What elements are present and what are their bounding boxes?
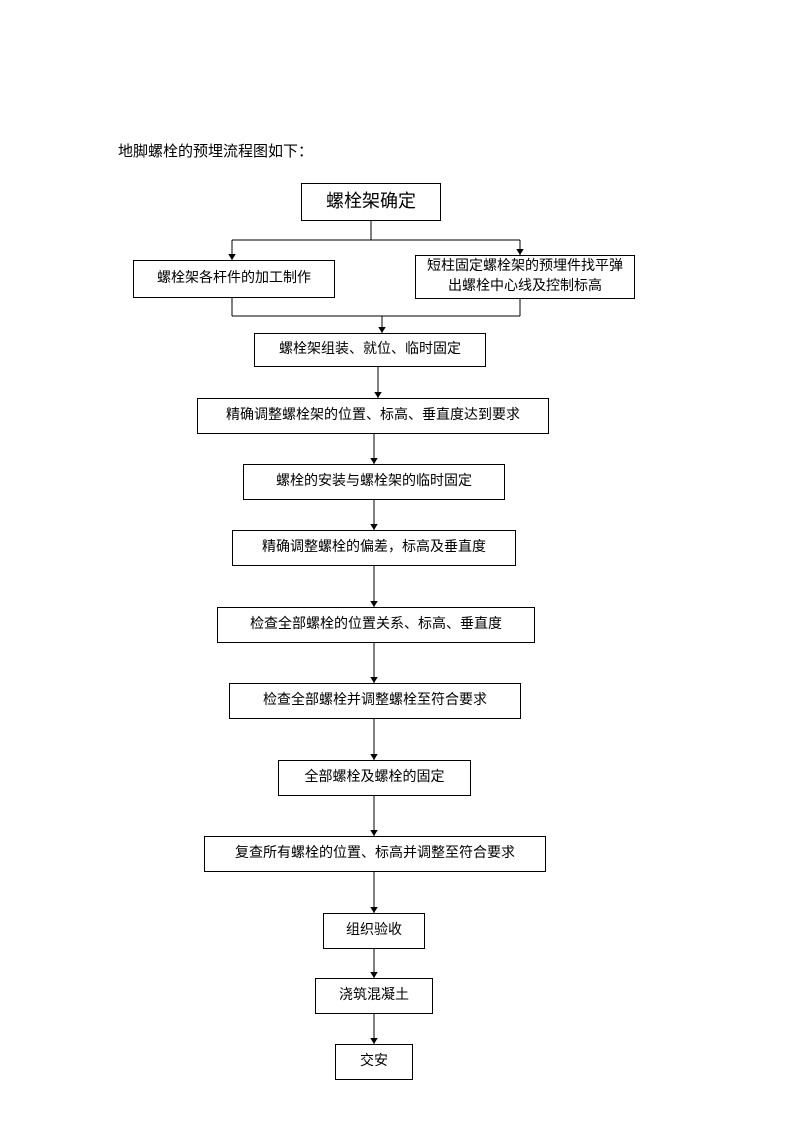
- flow-node-n12: 浇筑混凝土: [315, 978, 433, 1014]
- flow-node-n2: 短柱固定螺栓架的预埋件找平弹出螺栓中心线及控制标高: [415, 255, 635, 299]
- flow-node-n8: 检查全部螺栓并调整螺栓至符合要求: [229, 683, 521, 719]
- flow-node-n6: 精确调整螺栓的偏差，标高及垂直度: [232, 530, 516, 566]
- flow-node-n11: 组织验收: [323, 913, 425, 949]
- flow-node-n10: 复查所有螺栓的位置、标高并调整至符合要求: [204, 836, 546, 872]
- flowchart-container: 地脚螺栓的预埋流程图如下： 螺栓架确定螺栓架各杆件的加工制作短柱固定螺栓架的预埋…: [0, 0, 800, 1132]
- flow-node-n4: 精确调整螺栓架的位置、标高、垂直度达到要求: [197, 398, 549, 434]
- flow-node-n9: 全部螺栓及螺栓的固定: [278, 760, 471, 796]
- flow-node-n13: 交安: [335, 1044, 413, 1080]
- flow-node-n7: 检查全部螺栓的位置关系、标高、垂直度: [217, 607, 535, 643]
- flow-node-n1: 螺栓架各杆件的加工制作: [133, 260, 335, 298]
- connector-layer: [0, 0, 800, 1132]
- flow-node-n3: 螺栓架组装、就位、临时固定: [254, 333, 486, 367]
- flow-node-n0: 螺栓架确定: [301, 183, 441, 221]
- flow-node-n5: 螺栓的安装与螺栓架的临时固定: [243, 464, 505, 500]
